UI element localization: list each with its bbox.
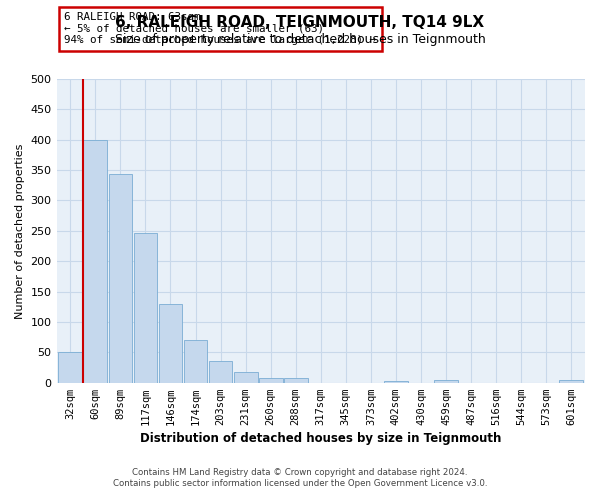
Bar	[58, 352, 82, 382]
Text: Size of property relative to detached houses in Teignmouth: Size of property relative to detached ho…	[115, 32, 485, 46]
Bar	[109, 174, 133, 382]
Bar	[134, 234, 157, 382]
Bar	[284, 378, 308, 382]
Text: Contains HM Land Registry data © Crown copyright and database right 2024.
Contai: Contains HM Land Registry data © Crown c…	[113, 468, 487, 487]
X-axis label: Distribution of detached houses by size in Teignmouth: Distribution of detached houses by size …	[140, 432, 502, 445]
Bar	[184, 340, 208, 382]
Text: 6 RALEIGH ROAD: 63sqm
← 5% of detached houses are smaller (63)
94% of semi-detac: 6 RALEIGH ROAD: 63sqm ← 5% of detached h…	[64, 12, 376, 46]
Bar	[83, 140, 107, 382]
Bar	[384, 381, 408, 382]
Bar	[259, 378, 283, 382]
Y-axis label: Number of detached properties: Number of detached properties	[15, 143, 25, 318]
Bar	[234, 372, 257, 382]
Bar	[434, 380, 458, 382]
Bar	[209, 362, 232, 382]
Bar	[158, 304, 182, 382]
Text: 6, RALEIGH ROAD, TEIGNMOUTH, TQ14 9LX: 6, RALEIGH ROAD, TEIGNMOUTH, TQ14 9LX	[115, 15, 485, 30]
Bar	[559, 380, 583, 382]
